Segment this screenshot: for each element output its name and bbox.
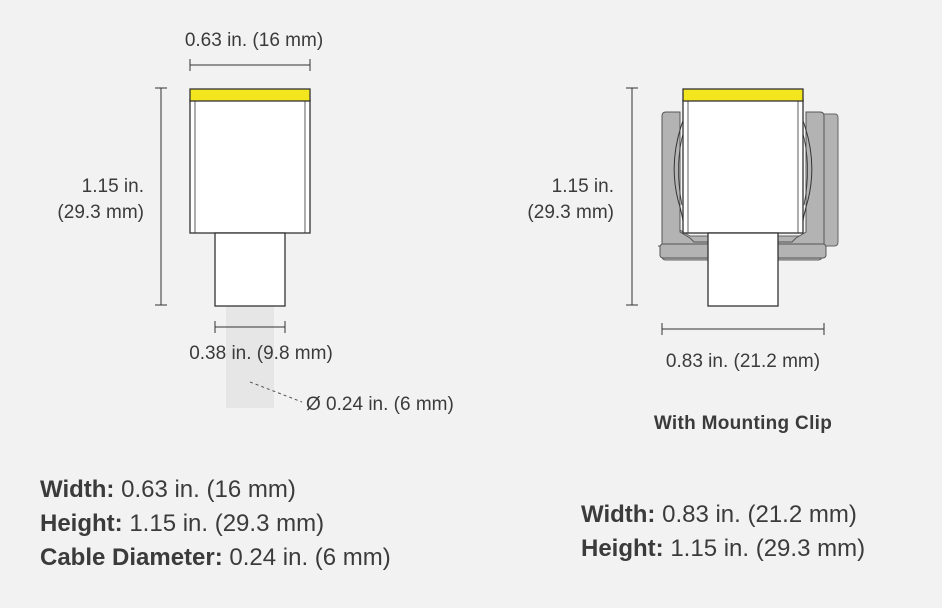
right-body [682,99,804,234]
right-yellow-cap [682,88,804,102]
right-view-caption: With Mounting Clip [654,413,832,434]
right-height-label-line2: (29.3 mm) [527,202,614,223]
spec-key: Cable Diameter: [40,544,223,571]
left-width-dimension-line [189,59,311,71]
spec-value: 1.15 in. (29.3 mm) [122,510,325,537]
left-neck-dimension-line [214,321,286,333]
spec-height-row: Height: 1.15 in. (29.3 mm) [581,532,865,566]
spec-width-row: Width: 0.63 in. (16 mm) [40,473,391,507]
spec-width-row: Width: 0.83 in. (21.2 mm) [581,498,865,532]
right-neck [707,232,779,307]
specs-right: Width: 0.83 in. (21.2 mm) Height: 1.15 i… [581,498,865,566]
spec-value: 1.15 in. (29.3 mm) [663,535,866,562]
right-width-dimension-line [661,323,825,335]
spec-height-row: Height: 1.15 in. (29.3 mm) [40,507,391,541]
spec-value: 0.24 in. (6 mm) [222,544,391,571]
spec-key: Width: [40,476,115,503]
right-height-dimension-line [626,87,638,306]
right-view: 1.15 in. (29.3 mm) 0.83 in. (21.2 mm) Wi… [527,87,839,434]
left-height-dimension-line [155,87,167,306]
left-yellow-cap [189,88,311,102]
cable-diameter-label: Ø 0.24 in. (6 mm) [306,394,454,415]
left-width-label: 0.63 in. (16 mm) [185,30,323,51]
spec-value: 0.63 in. (16 mm) [114,476,296,503]
left-view: 0.63 in. (16 mm) 1.15 in. (29.3 mm) [57,30,453,415]
left-neck-width-label: 0.38 in. (9.8 mm) [189,343,333,364]
left-cable [226,306,274,408]
left-height-label-line2: (29.3 mm) [57,202,144,223]
spec-key: Width: [581,501,656,528]
spec-cable-diameter-row: Cable Diameter: 0.24 in. (6 mm) [40,541,391,575]
spec-key: Height: [40,510,123,537]
spec-key: Height: [581,535,664,562]
right-width-label: 0.83 in. (21.2 mm) [666,351,820,372]
right-height-label-line1: 1.15 in. [552,176,614,197]
specs-left: Width: 0.63 in. (16 mm) Height: 1.15 in.… [40,473,391,575]
spec-value: 0.83 in. (21.2 mm) [655,501,857,528]
left-height-label-line1: 1.15 in. [82,176,144,197]
left-neck [214,232,286,307]
left-body [189,99,311,234]
